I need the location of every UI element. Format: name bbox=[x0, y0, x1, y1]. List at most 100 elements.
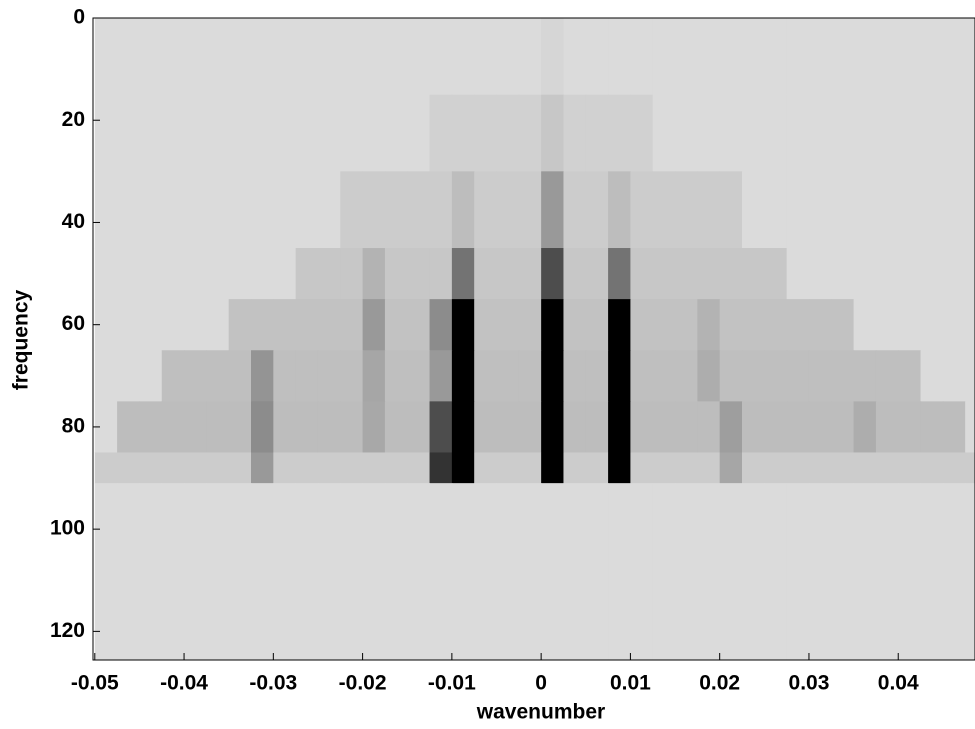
x-tick-label: 0.01 bbox=[610, 672, 651, 695]
heatmap-cell bbox=[675, 401, 698, 453]
heatmap-cell bbox=[184, 483, 207, 660]
heatmap-cell bbox=[697, 18, 721, 96]
heatmap-cell bbox=[139, 401, 163, 453]
heatmap-cell bbox=[965, 483, 975, 660]
heatmap-cell bbox=[407, 483, 431, 660]
heatmap-cell bbox=[742, 248, 765, 300]
heatmap-cell bbox=[184, 350, 207, 402]
heatmap-cell bbox=[295, 483, 319, 660]
heatmap-cell bbox=[94, 248, 118, 300]
x-tick-label: -0.03 bbox=[249, 672, 297, 695]
heatmap-cell bbox=[139, 94, 163, 172]
heatmap-cell bbox=[630, 248, 654, 300]
heatmap-cell bbox=[608, 248, 631, 300]
heatmap-cell bbox=[295, 94, 319, 172]
heatmap-cell bbox=[541, 171, 564, 249]
heatmap-cell bbox=[585, 248, 609, 300]
heatmap-cell bbox=[317, 299, 341, 351]
heatmap-cell bbox=[563, 248, 587, 300]
heatmap-cell bbox=[117, 299, 140, 351]
heatmap-cell bbox=[451, 401, 475, 453]
heatmap-cell bbox=[317, 18, 341, 96]
heatmap-cell bbox=[117, 18, 140, 96]
heatmap-cell bbox=[206, 452, 230, 484]
heatmap-cell bbox=[340, 299, 364, 351]
heatmap-cell bbox=[474, 18, 498, 96]
heatmap-cell bbox=[407, 248, 431, 300]
heatmap-cell bbox=[496, 171, 520, 249]
heatmap-cell bbox=[161, 483, 185, 660]
heatmap-cell bbox=[675, 452, 698, 484]
heatmap-cell bbox=[920, 171, 944, 249]
heatmap-cell bbox=[251, 94, 274, 172]
x-tick-label: 0.02 bbox=[699, 672, 740, 695]
heatmap-cell bbox=[831, 452, 855, 484]
heatmap-cell bbox=[251, 18, 274, 96]
heatmap-cell bbox=[965, 299, 975, 351]
heatmap-cell bbox=[898, 483, 922, 660]
heatmap-cell bbox=[853, 452, 877, 484]
y-tick-label: 0 bbox=[73, 6, 85, 29]
heatmap-cell bbox=[474, 452, 498, 484]
heatmap-cell bbox=[831, 350, 855, 402]
heatmap-cell bbox=[875, 401, 899, 453]
heatmap-cell bbox=[340, 483, 364, 660]
heatmap-cell bbox=[965, 18, 975, 96]
heatmap-cell bbox=[317, 350, 341, 402]
heatmap-cell bbox=[786, 452, 810, 484]
heatmap-cell bbox=[139, 171, 163, 249]
heatmap-cell bbox=[920, 18, 944, 96]
heatmap-cell bbox=[965, 94, 975, 172]
heatmap-cell bbox=[719, 350, 743, 402]
heatmap-cell bbox=[184, 452, 207, 484]
heatmap-cell bbox=[228, 299, 252, 351]
heatmap-cell bbox=[429, 350, 453, 402]
heatmap-cell bbox=[742, 299, 765, 351]
heatmap-cell bbox=[652, 248, 676, 300]
heatmap-cell bbox=[206, 350, 230, 402]
heatmap-cell bbox=[742, 171, 765, 249]
heatmap-cell bbox=[675, 248, 698, 300]
heatmap-cell bbox=[94, 18, 118, 96]
heatmap-cell bbox=[206, 171, 230, 249]
heatmap-cell bbox=[273, 401, 297, 453]
heatmap-cell bbox=[295, 18, 319, 96]
y-tick-label: 40 bbox=[62, 210, 85, 233]
heatmap-cell bbox=[541, 401, 564, 453]
heatmap-cell bbox=[697, 171, 721, 249]
heatmap-cell bbox=[184, 94, 207, 172]
heatmap-cell bbox=[518, 18, 542, 96]
heatmap-cell bbox=[853, 299, 877, 351]
heatmap-cell bbox=[831, 171, 855, 249]
heatmap-cell bbox=[742, 18, 765, 96]
x-tick-label: -0.04 bbox=[160, 672, 208, 695]
heatmap-cell bbox=[630, 18, 654, 96]
heatmap-cell bbox=[251, 171, 274, 249]
heatmap-cell bbox=[563, 171, 587, 249]
heatmap-cell bbox=[652, 350, 676, 402]
heatmap-cell bbox=[853, 248, 877, 300]
heatmap-cell bbox=[139, 350, 163, 402]
heatmap-cell bbox=[317, 248, 341, 300]
heatmap-cell bbox=[139, 248, 163, 300]
heatmap-cell bbox=[942, 452, 966, 484]
y-tick-label: 120 bbox=[50, 619, 85, 642]
heatmap-cell bbox=[608, 452, 631, 484]
heatmap-cell bbox=[630, 94, 654, 172]
heatmap-cell bbox=[608, 350, 631, 402]
heatmap-cell bbox=[875, 299, 899, 351]
heatmap-cell bbox=[340, 350, 364, 402]
heatmap-cell bbox=[251, 350, 274, 402]
heatmap-cell bbox=[898, 350, 922, 402]
heatmap-cell bbox=[206, 483, 230, 660]
heatmap-cell bbox=[340, 248, 364, 300]
heatmap-cell bbox=[340, 452, 364, 484]
heatmap-cell bbox=[920, 248, 944, 300]
heatmap-cell bbox=[697, 299, 721, 351]
heatmap-cell bbox=[697, 94, 721, 172]
heatmap-cell bbox=[496, 401, 520, 453]
heatmap-cell bbox=[585, 94, 609, 172]
heatmap-cell bbox=[942, 299, 966, 351]
heatmap-cell bbox=[675, 483, 698, 660]
heatmap-cell bbox=[808, 171, 832, 249]
